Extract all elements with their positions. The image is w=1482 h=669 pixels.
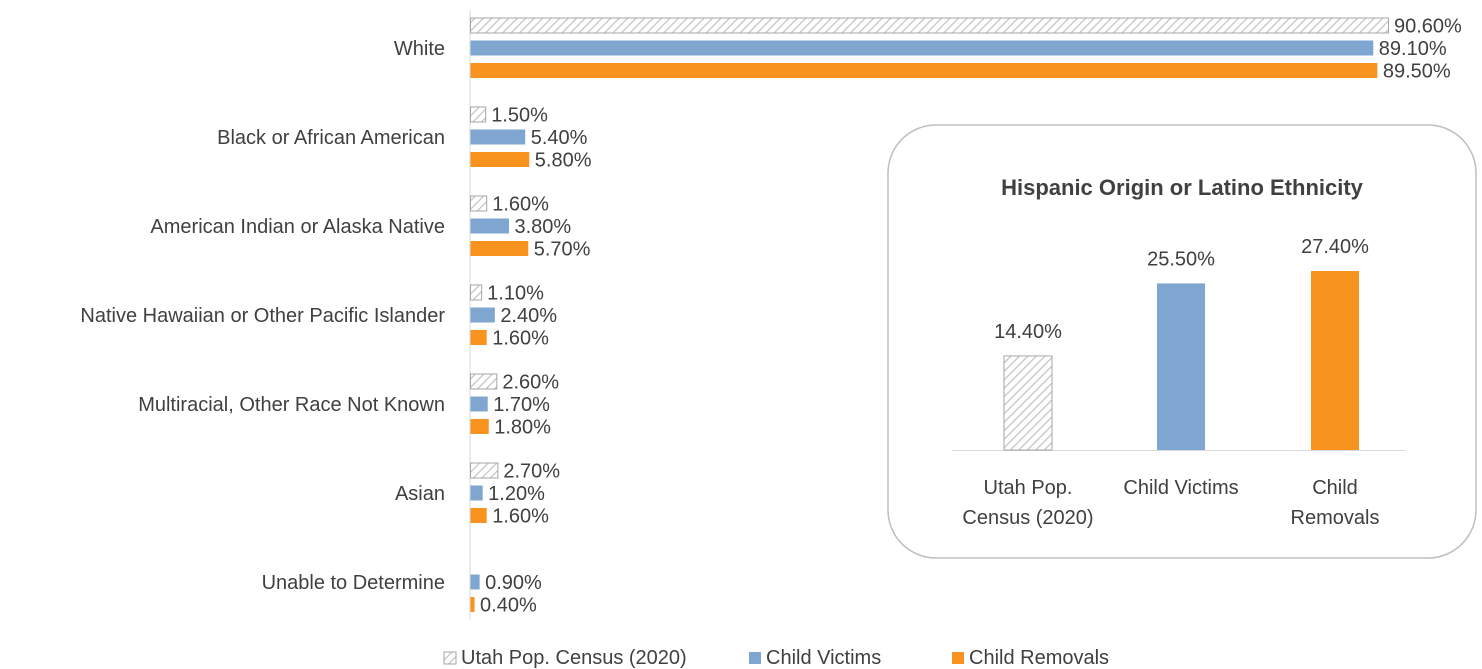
legend-swatch-child-victims [749,652,761,664]
data-label-child-victims-american-indian-or-alaska-native: 3.80% [515,216,572,238]
inset-category-label-child-removals: Child [1312,477,1358,499]
legend-swatch-utah-pop-census-2020 [444,652,456,664]
inset-category-label-utah-pop-census-2020: Utah Pop. [984,477,1073,499]
inset-title: Hispanic Origin or Latino Ethnicity [1001,175,1364,200]
inset-bar-child-removals [1311,271,1359,450]
bar-child-removals-native-hawaiian-or-other-pacific-islander [471,330,487,345]
bar-child-victims-black-or-african-american [471,130,526,145]
inset-data-label-child-victims: 25.50% [1147,248,1215,270]
bar-utah-pop-census-2020-native-hawaiian-or-other-pacific-islander [471,285,482,300]
category-label-unable-to-determine: Unable to Determine [262,572,445,594]
bar-child-victims-unable-to-determine [471,575,480,590]
data-label-child-removals-unable-to-determine: 0.40% [480,595,537,617]
bar-child-victims-native-hawaiian-or-other-pacific-islander [471,308,495,323]
data-label-child-victims-white: 89.10% [1379,38,1447,60]
inset-category-label-child-victims: Child Victims [1123,477,1238,499]
inset-bar-child-victims [1157,283,1205,450]
category-label-asian: Asian [395,483,445,505]
bar-utah-pop-census-2020-multiracial-other-race-not-known [471,374,497,389]
data-label-child-removals-asian: 1.60% [492,506,549,528]
bar-utah-pop-census-2020-black-or-african-american [471,107,486,122]
legend-label-utah-pop-census-2020: Utah Pop. Census (2020) [461,647,687,669]
data-label-child-removals-black-or-african-american: 5.80% [535,150,592,172]
data-label-child-removals-american-indian-or-alaska-native: 5.70% [534,239,591,261]
legend-swatch-child-removals [952,652,964,664]
chart-legend: Utah Pop. Census (2020) Child Victims Chil… [444,647,1109,669]
data-label-utah-pop-census-2020-white: 90.60% [1394,16,1462,38]
inset-category-label-child-removals: Removals [1291,507,1380,529]
bar-child-removals-american-indian-or-alaska-native [471,241,529,256]
bar-child-victims-american-indian-or-alaska-native [471,219,510,234]
category-label-native-hawaiian-or-other-pacific-islander: Native Hawaiian or Other Pacific Islande… [80,305,445,327]
bar-utah-pop-census-2020-asian [471,463,498,478]
data-label-utah-pop-census-2020-american-indian-or-alaska-native: 1.60% [492,194,549,216]
category-label-white: White [394,38,445,60]
inset-category-label-utah-pop-census-2020: Census (2020) [962,507,1093,529]
legend-label-child-removals: Child Removals [969,647,1109,669]
data-label-child-victims-asian: 1.20% [488,483,545,505]
bar-utah-pop-census-2020-white [471,18,1389,33]
bar-child-victims-multiracial-other-race-not-known [471,397,488,412]
bar-child-removals-asian [471,508,487,523]
bar-child-victims-white [471,41,1374,56]
category-label-multiracial-other-race-not-known: Multiracial, Other Race Not Known [138,394,445,416]
category-label-american-indian-or-alaska-native: American Indian or Alaska Native [150,216,445,238]
bar-utah-pop-census-2020-american-indian-or-alaska-native [471,196,487,211]
legend-label-child-victims: Child Victims [766,647,881,669]
data-label-child-victims-native-hawaiian-or-other-pacific-islander: 2.40% [500,305,557,327]
inset-data-label-utah-pop-census-2020: 14.40% [994,321,1062,343]
data-label-child-victims-multiracial-other-race-not-known: 1.70% [493,394,550,416]
bar-child-removals-unable-to-determine [471,597,475,612]
bar-child-removals-multiracial-other-race-not-known [471,419,489,434]
data-label-utah-pop-census-2020-native-hawaiian-or-other-pacific-islander: 1.10% [487,283,544,305]
data-label-utah-pop-census-2020-asian: 2.70% [503,461,560,483]
data-label-child-removals-multiracial-other-race-not-known: 1.80% [494,417,551,439]
bar-child-removals-black-or-african-american [471,152,530,167]
category-label-black-or-african-american: Black or African American [217,127,445,149]
data-label-child-victims-unable-to-determine: 0.90% [485,572,542,594]
data-label-child-victims-black-or-african-american: 5.40% [531,127,588,149]
data-label-child-removals-native-hawaiian-or-other-pacific-islander: 1.60% [492,328,549,350]
data-label-child-removals-white: 89.50% [1383,61,1451,83]
inset-data-label-child-removals: 27.40% [1301,236,1369,258]
data-label-utah-pop-census-2020-black-or-african-american: 1.50% [491,105,548,127]
inset-bar-utah-pop-census-2020 [1004,356,1052,450]
bar-child-removals-white [471,63,1378,78]
data-label-utah-pop-census-2020-multiracial-other-race-not-known: 2.60% [502,372,559,394]
hispanic-inset-chart: Hispanic Origin or Latino Ethnicity 14.4… [888,125,1476,558]
bar-child-victims-asian [471,486,483,501]
